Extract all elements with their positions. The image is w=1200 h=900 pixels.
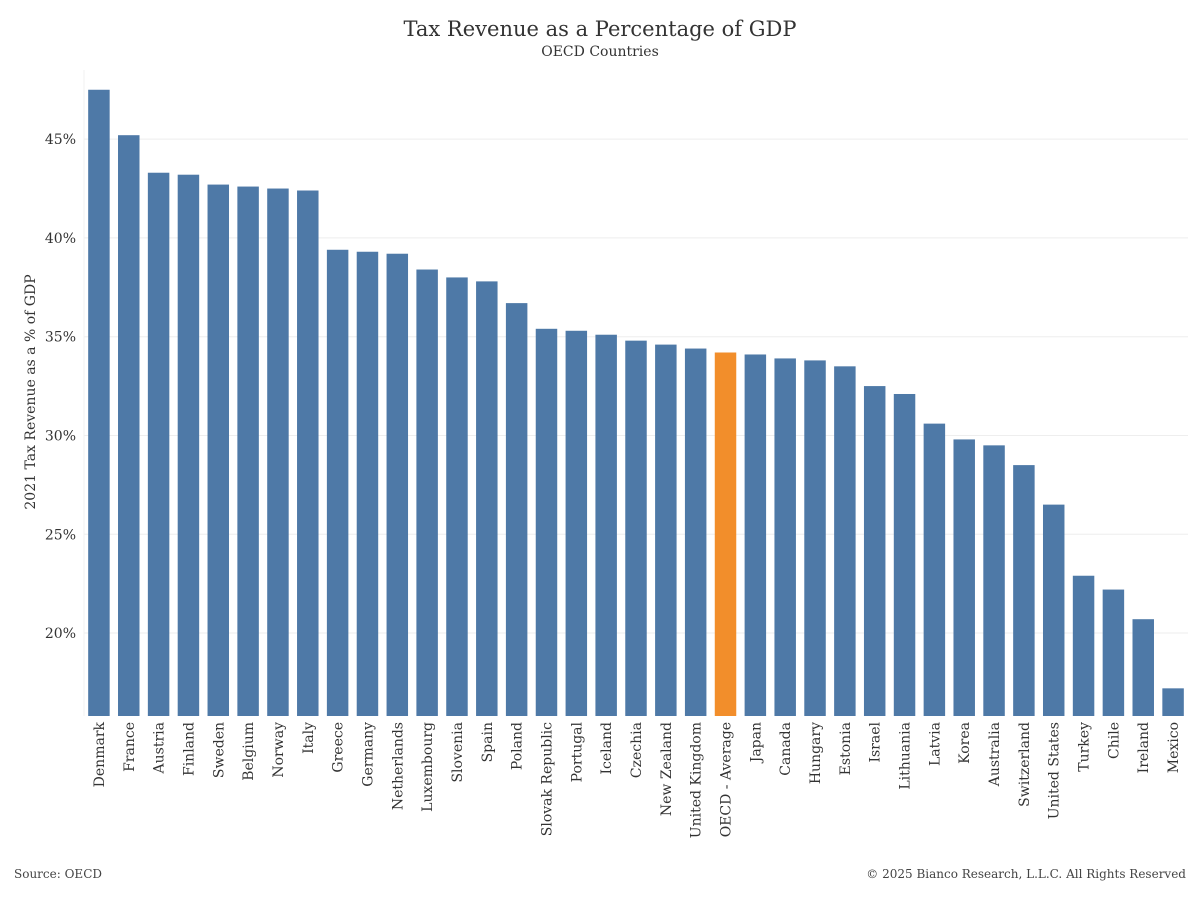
bar-poland (505, 303, 528, 716)
bar-sweden (207, 184, 230, 716)
x-tick-label: Switzerland (1017, 722, 1033, 807)
x-tick-label: Korea (957, 722, 973, 764)
bar-mexico (1162, 688, 1184, 716)
x-tick-label: Germany (360, 722, 376, 787)
bar-ireland (1132, 619, 1154, 716)
bar-austria (147, 172, 170, 716)
bar-canada (774, 358, 796, 716)
bar-turkey (1072, 575, 1095, 716)
x-tick-label: Turkey (1077, 722, 1093, 772)
bar-italy (297, 190, 319, 717)
y-tick-label: 35% (45, 330, 76, 346)
x-tick-label: Italy (301, 722, 317, 754)
x-tick-label: Iceland (599, 722, 615, 774)
x-tick-label: United Kingdom (689, 722, 705, 838)
y-axis-label: 2021 Tax Revenue as a % of GDP (23, 274, 39, 509)
x-tick-label: Israel (868, 721, 884, 762)
bar-iceland (595, 334, 617, 716)
y-tick-label: 20% (45, 626, 76, 642)
bar-latvia (923, 423, 946, 716)
bar-belgium (237, 186, 259, 716)
bar-new-zealand (655, 344, 677, 716)
x-tick-label: Ireland (1136, 722, 1152, 773)
y-tick-label: 25% (45, 527, 76, 543)
x-tick-label: Chile (1106, 722, 1122, 759)
x-tick-label: Spain (480, 722, 496, 762)
bar-korea (953, 439, 975, 716)
bar-norway (267, 188, 289, 716)
bar-estonia (834, 366, 856, 716)
x-tick-label: Slovak Republic (539, 722, 555, 836)
bar-finland (177, 174, 200, 716)
bar-spain (476, 281, 498, 716)
x-tick-label: Czechia (629, 722, 645, 778)
copyright-note: © 2025 Bianco Research, L.L.C. All Right… (866, 867, 1186, 881)
x-tick-label: Estonia (838, 722, 854, 775)
x-tick-label: Lithuania (898, 722, 914, 790)
bar-slovenia (446, 277, 468, 716)
bar-australia (983, 445, 1005, 716)
x-tick-label: Luxembourg (420, 722, 436, 812)
chart-subtitle: OECD Countries (541, 44, 659, 60)
x-tick-label: Norway (271, 722, 287, 778)
bar-chart: 20% 25% 30% 35% 40% 45% Denmark France Austria F… (23, 70, 1188, 838)
x-tick-label: Canada (778, 722, 794, 776)
x-tick-label: Hungary (808, 722, 824, 784)
x-tick-label: Australia (987, 722, 1003, 787)
bar-czechia (625, 340, 647, 716)
x-tick-label: Finland (181, 722, 197, 776)
x-tick-label: Belgium (241, 722, 257, 781)
bar-netherlands (386, 253, 409, 716)
x-tick-label: Latvia (927, 722, 943, 766)
bar-lithuania (893, 393, 916, 716)
x-tick-label: Denmark (92, 721, 108, 787)
bars (88, 89, 1184, 717)
bar-chile (1102, 589, 1125, 716)
bar-japan (744, 354, 767, 716)
bar-israel (863, 386, 886, 716)
x-tick-label: Mexico (1166, 722, 1182, 773)
bar-portugal (565, 330, 588, 716)
x-axis-ticks: Denmark France Austria Finland Sweden Belgium… (92, 721, 1182, 838)
bar-hungary (804, 360, 826, 716)
bar-germany (356, 251, 379, 716)
x-tick-label: United States (1047, 722, 1063, 819)
x-tick-label: Greece (331, 722, 347, 773)
x-tick-label: France (122, 722, 138, 772)
x-tick-label: Japan (748, 722, 764, 764)
x-tick-label: New Zealand (659, 722, 675, 816)
bar-slovak-republic (535, 328, 558, 716)
bar-greece (326, 249, 349, 717)
bar-united-states (1042, 504, 1065, 716)
x-tick-label: Austria (152, 722, 168, 774)
chart-title: Tax Revenue as a Percentage of GDP (403, 17, 797, 41)
bar-luxembourg (416, 269, 438, 716)
bar-united-kingdom (684, 348, 707, 716)
x-tick-label: Sweden (211, 722, 227, 778)
y-axis-ticks: 20% 25% 30% 35% 40% 45% (45, 132, 76, 642)
y-tick-label: 30% (45, 428, 76, 444)
source-note: Source: OECD (14, 867, 102, 881)
x-tick-label: Poland (510, 722, 526, 770)
bar-oecd-average (714, 352, 737, 716)
x-tick-label: Slovenia (450, 722, 466, 783)
x-tick-label: OECD - Average (719, 722, 735, 837)
bar-denmark (88, 89, 110, 716)
y-tick-label: 40% (45, 231, 76, 247)
bar-switzerland (1013, 465, 1035, 716)
bar-france (118, 135, 140, 717)
y-tick-label: 45% (45, 132, 76, 148)
x-tick-label: Netherlands (390, 722, 406, 810)
x-tick-label: Portugal (569, 721, 585, 782)
